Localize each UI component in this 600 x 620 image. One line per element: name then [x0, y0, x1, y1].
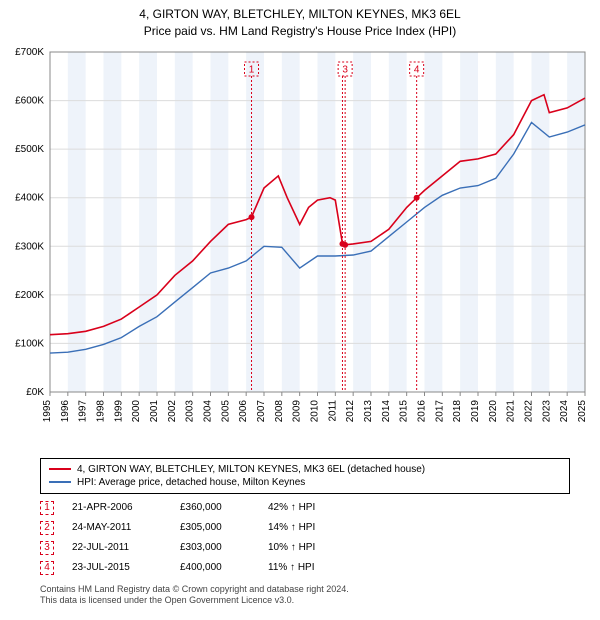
footnote-line1: Contains HM Land Registry data © Crown c… — [40, 584, 570, 596]
svg-text:2001: 2001 — [149, 399, 160, 422]
transaction-marker: 4 — [40, 561, 54, 575]
svg-text:2018: 2018 — [452, 399, 463, 422]
svg-text:2012: 2012 — [345, 399, 356, 422]
transactions-table: 1 21-APR-2006 £360,000 42% ↑ HPI 2 24-MAY-201… — [40, 498, 570, 578]
svg-text:2010: 2010 — [310, 399, 321, 422]
transaction-price: £305,000 — [180, 522, 250, 533]
legend-label: 4, GIRTON WAY, BLETCHLEY, MILTON KEYNES,… — [77, 464, 425, 475]
svg-text:2020: 2020 — [488, 399, 499, 422]
chart-area: £0K £100K £200K £300K £400K £500K £600K £700K 19… — [0, 42, 600, 452]
svg-text:£500K: £500K — [15, 144, 44, 155]
svg-text:2000: 2000 — [131, 399, 142, 422]
transaction-row: 4 23-JUL-2015 £400,000 11% ↑ HPI — [40, 558, 570, 578]
legend-label: HPI: Average price, detached house, Milt… — [77, 477, 305, 488]
svg-text:1995: 1995 — [42, 399, 53, 422]
svg-text:2006: 2006 — [238, 399, 249, 422]
svg-text:2009: 2009 — [292, 399, 303, 422]
svg-text:2021: 2021 — [506, 399, 517, 422]
svg-text:2013: 2013 — [363, 399, 374, 422]
svg-text:2008: 2008 — [274, 399, 285, 422]
footnote: Contains HM Land Registry data © Crown c… — [40, 584, 570, 607]
svg-text:£200K: £200K — [15, 289, 44, 300]
transaction-row: 2 24-MAY-2011 £305,000 14% ↑ HPI — [40, 518, 570, 538]
svg-text:3: 3 — [342, 64, 348, 75]
svg-text:2002: 2002 — [167, 399, 178, 422]
transaction-date: 22-JUL-2011 — [72, 542, 162, 553]
svg-text:2011: 2011 — [327, 399, 338, 421]
transaction-price: £360,000 — [180, 502, 250, 513]
svg-text:£600K: £600K — [15, 95, 44, 106]
svg-text:2007: 2007 — [256, 399, 267, 422]
legend-row: HPI: Average price, detached house, Milt… — [49, 476, 561, 489]
transaction-delta: 11% ↑ HPI — [268, 562, 358, 573]
svg-text:2022: 2022 — [524, 399, 535, 422]
legend: 4, GIRTON WAY, BLETCHLEY, MILTON KEYNES,… — [40, 458, 570, 494]
transaction-delta: 42% ↑ HPI — [268, 502, 358, 513]
svg-text:2004: 2004 — [203, 399, 214, 422]
svg-text:2014: 2014 — [381, 399, 392, 422]
footnote-line2: This data is licensed under the Open Gov… — [40, 595, 570, 607]
transaction-row: 1 21-APR-2006 £360,000 42% ↑ HPI — [40, 498, 570, 518]
svg-text:1999: 1999 — [113, 399, 124, 422]
svg-text:1: 1 — [249, 64, 255, 75]
svg-text:2023: 2023 — [541, 399, 552, 422]
svg-text:2003: 2003 — [185, 399, 196, 422]
svg-text:4: 4 — [414, 64, 420, 75]
transaction-delta: 14% ↑ HPI — [268, 522, 358, 533]
svg-text:2017: 2017 — [434, 399, 445, 422]
transaction-marker: 1 — [40, 501, 54, 515]
transaction-date: 21-APR-2006 — [72, 502, 162, 513]
transaction-date: 23-JUL-2015 — [72, 562, 162, 573]
svg-text:£400K: £400K — [15, 192, 44, 203]
transaction-price: £400,000 — [180, 562, 250, 573]
transaction-delta: 10% ↑ HPI — [268, 542, 358, 553]
svg-text:2015: 2015 — [399, 399, 410, 422]
transaction-date: 24-MAY-2011 — [72, 522, 162, 533]
chart-title-block: 4, GIRTON WAY, BLETCHLEY, MILTON KEYNES,… — [0, 0, 600, 42]
svg-text:£0K: £0K — [26, 387, 44, 398]
svg-text:£700K: £700K — [15, 47, 44, 58]
svg-text:1998: 1998 — [96, 399, 107, 422]
legend-row: 4, GIRTON WAY, BLETCHLEY, MILTON KEYNES,… — [49, 463, 561, 476]
svg-text:1996: 1996 — [60, 399, 71, 422]
svg-text:2025: 2025 — [577, 399, 588, 422]
svg-text:2019: 2019 — [470, 399, 481, 422]
chart-title-line1: 4, GIRTON WAY, BLETCHLEY, MILTON KEYNES,… — [0, 6, 600, 23]
transaction-row: 3 22-JUL-2011 £303,000 10% ↑ HPI — [40, 538, 570, 558]
transaction-price: £303,000 — [180, 542, 250, 553]
svg-text:£100K: £100K — [15, 338, 44, 349]
chart-title-line2: Price paid vs. HM Land Registry's House … — [0, 23, 600, 40]
transaction-marker: 2 — [40, 521, 54, 535]
legend-swatch — [49, 468, 71, 470]
legend-swatch — [49, 481, 71, 483]
svg-text:£300K: £300K — [15, 241, 44, 252]
svg-text:1997: 1997 — [78, 399, 89, 422]
svg-text:2016: 2016 — [417, 399, 428, 422]
transaction-marker: 3 — [40, 541, 54, 555]
chart-svg: £0K £100K £200K £300K £400K £500K £600K £700K 19… — [0, 42, 600, 452]
svg-text:2024: 2024 — [559, 399, 570, 422]
svg-text:2005: 2005 — [220, 399, 231, 422]
